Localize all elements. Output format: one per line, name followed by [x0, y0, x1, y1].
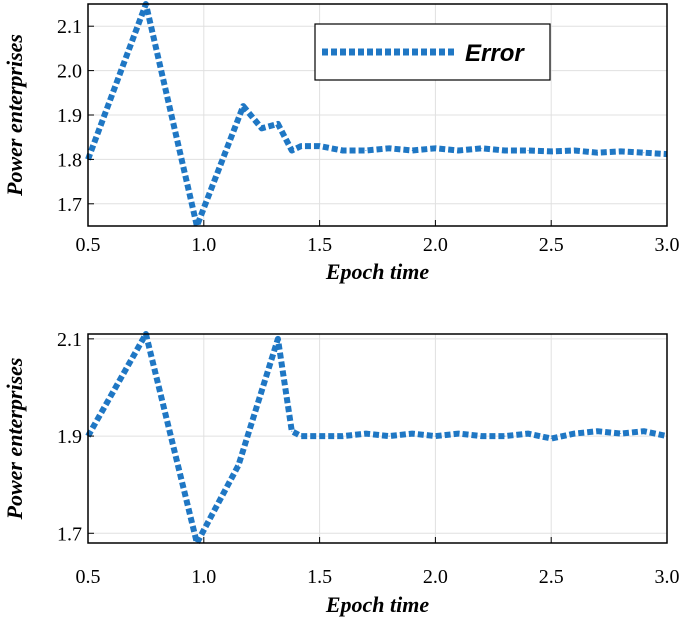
data-point [388, 147, 390, 149]
data-point [291, 430, 293, 432]
data-point [261, 127, 263, 129]
x-tick-label: 2.0 [423, 566, 448, 588]
y-tick-label: 1.7 [57, 194, 82, 216]
data-point [481, 435, 483, 437]
x-tick-label: 2.5 [539, 566, 564, 588]
data-point [411, 433, 413, 435]
data-point [573, 433, 575, 435]
data-point [342, 150, 344, 152]
bottom-panel: 0.5 1.0 1.5 2.0 2.5 3.0 1.7 1.9 2.1 Epoch time Pow… [2, 329, 680, 617]
x-axis-title: Epoch time [325, 259, 430, 284]
y-axis-title: Power enterprises [2, 34, 27, 197]
data-point [504, 150, 506, 152]
data-point [300, 145, 302, 147]
data-point [643, 430, 645, 432]
x-tick-label: 0.5 [76, 566, 101, 588]
data-point [527, 150, 529, 152]
data-point [319, 435, 321, 437]
data-point [342, 435, 344, 437]
data-point [319, 145, 321, 147]
legend: Error [314, 23, 551, 81]
data-point [388, 435, 390, 437]
y-tick-label: 2.1 [57, 16, 82, 38]
series-line-error [85, 1, 668, 229]
series-line-error [85, 331, 668, 546]
data-point [573, 150, 575, 152]
data-point [434, 147, 436, 149]
data-point [550, 438, 552, 439]
y-tick-label: 1.8 [57, 149, 82, 171]
data-point [504, 435, 506, 437]
x-tick-label: 1.0 [191, 234, 216, 256]
top-panel: 0.5 1.0 1.5 2.0 2.5 3.0 1.7 1.8 1.9 2.0 2.1 Epoch t… [2, 1, 680, 284]
y-tick-label: 1.9 [57, 426, 82, 448]
data-point [597, 430, 599, 432]
data-point [458, 433, 460, 435]
x-tick-label: 2.0 [423, 234, 448, 256]
data-point [527, 433, 529, 435]
data-point [620, 150, 622, 152]
data-point [481, 147, 483, 149]
y-tick-label: 2.1 [57, 329, 82, 351]
y-axis-title: Power enterprises [2, 358, 27, 521]
data-point [458, 150, 460, 152]
x-tick-label: 3.0 [655, 234, 680, 256]
data-point [434, 435, 436, 437]
data-point [643, 152, 645, 154]
data-point [620, 433, 622, 435]
data-point [365, 433, 367, 435]
data-point [550, 150, 552, 152]
y-tick-label: 1.9 [57, 105, 82, 127]
x-axis-title: Epoch time [325, 592, 430, 617]
x-tick-label: 1.0 [191, 566, 216, 588]
data-point [238, 464, 240, 466]
y-tick-label: 2.0 [57, 61, 82, 83]
y-tick-label: 1.7 [57, 523, 82, 545]
x-tick-label: 0.5 [76, 234, 101, 256]
data-point [277, 338, 279, 340]
data-point [597, 152, 599, 154]
plot-frame [87, 333, 668, 544]
x-tick-label: 1.5 [307, 566, 332, 588]
x-tick-label: 3.0 [655, 566, 680, 588]
legend-label: Error [465, 40, 525, 67]
data-point [242, 105, 244, 107]
data-point [411, 150, 413, 152]
data-point [277, 123, 279, 125]
data-point [365, 150, 367, 152]
data-point [300, 435, 302, 437]
x-tick-label: 1.5 [307, 234, 332, 256]
data-point [291, 150, 293, 152]
x-tick-label: 2.5 [539, 234, 564, 256]
